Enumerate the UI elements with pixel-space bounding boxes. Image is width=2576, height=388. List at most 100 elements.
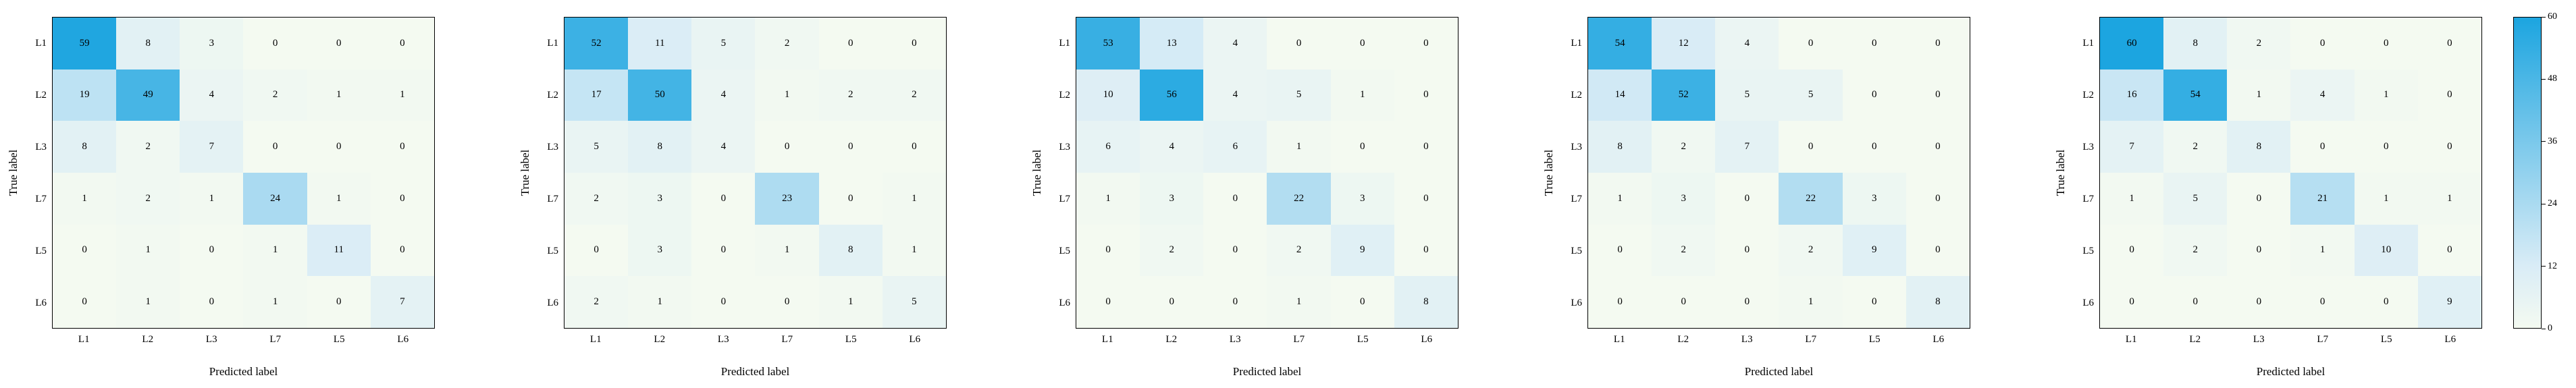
heatmap-cell: 0 [2227,276,2291,328]
heatmap-cell: 0 [755,276,819,328]
heatmap-cell: 8 [628,121,692,173]
heatmap-cell: 4 [2290,69,2355,121]
heatmap-cell: 3 [1140,172,1204,225]
x-tick-label: L7 [2317,334,2329,345]
x-tick-label: L2 [1165,334,1178,345]
heatmap-cell: 60 [2100,18,2164,70]
heatmap-cell: 0 [755,121,819,173]
heatmap-cell: 24 [243,172,307,225]
heatmap-cell: 1 [2417,172,2481,225]
colorbar-tick-label: 12 [2548,260,2557,271]
colorbar-tick-label: 60 [2548,11,2557,22]
x-tick-label: L2 [142,334,154,345]
heatmap-cell: 0 [1267,18,1331,70]
y-tick-label: L3 [2082,141,2094,153]
heatmap-cell: 4 [691,69,756,121]
heatmap-cell: 0 [2100,276,2164,328]
x-tick-label: L2 [1677,334,1689,345]
heatmap-cell: 6 [1203,121,1267,173]
heatmap-cell: 2 [116,172,180,225]
heatmap-cell: 3 [628,224,692,277]
heatmap-cell: 0 [1203,276,1267,328]
y-tick-label: L1 [1059,37,1070,49]
heatmap-cell: 0 [1652,276,1716,328]
heatmap-cell: 0 [1779,121,1843,173]
heatmap-cell: 3 [180,18,244,70]
heatmap-cell: 0 [2100,224,2164,277]
heatmap-cell: 0 [1715,172,1779,225]
heatmap-cell: 0 [882,121,946,173]
colorbar-tick [2542,78,2546,80]
heatmap-cell: 0 [1905,69,1970,121]
y-tick-label: L1 [1571,37,1582,49]
y-tick-label: L7 [2082,193,2094,204]
heatmap-cell: 0 [1905,224,1970,277]
heatmap-cell: 4 [1140,121,1204,173]
heatmap-cell: 5 [564,121,629,173]
colorbar-tick-label: 0 [2548,323,2552,333]
heatmap-cell: 4 [180,69,244,121]
heatmap-cell: 0 [1203,224,1267,277]
heatmap-cell: 1 [1267,276,1331,328]
heatmap-cell: 0 [1394,172,1458,225]
heatmap-cell: 19 [53,69,117,121]
y-tick-label: L1 [2082,37,2094,49]
heatmap-cell: 8 [116,18,180,70]
heatmap-cell: 0 [2417,69,2481,121]
y-tick-label: L3 [1571,141,1582,153]
heatmap-cell: 5 [1715,69,1779,121]
heatmap-cell: 8 [818,224,883,277]
heatmap-cell: 9 [1330,224,1394,277]
heatmap-cell: 0 [243,18,307,70]
heatmap-cell: 23 [755,172,819,225]
heatmap-cell: 8 [2227,121,2291,173]
heatmap-cell: 1 [882,224,946,277]
heatmap-cell: 7 [1715,121,1779,173]
x-tick-label: L6 [909,334,921,345]
y-tick-label: L7 [35,193,47,204]
heatmap-cell: 0 [307,276,371,328]
x-tick-label: L3 [2253,334,2265,345]
x-tick-label: L5 [1868,334,1881,345]
y-tick-label: L2 [2082,89,2094,101]
heatmap-cell: 0 [1203,172,1267,225]
heatmap-cell: 0 [180,224,244,277]
heatmap-cell: 0 [1140,276,1204,328]
heatmap-cell: 0 [1394,121,1458,173]
heatmap-cell: 0 [2354,18,2418,70]
y-tick-label: L2 [35,89,47,101]
heatmap-cell: 3 [1842,172,1906,225]
heatmap-cell: 22 [1779,172,1843,225]
x-tick-label: L6 [397,334,409,345]
heatmap-cell: 0 [53,224,117,277]
heatmap-cell: 1 [116,224,180,277]
heatmap-cell: 17 [564,69,629,121]
heatmap-cell: 1 [1588,172,1652,225]
heatmap-cell: 0 [2417,18,2481,70]
heatmap-cell: 1 [53,172,117,225]
y-tick-label: L5 [35,245,47,256]
heatmap-cell: 0 [1330,18,1394,70]
heatmap-cell: 0 [1905,18,1970,70]
heatmap-cell: 0 [2290,18,2355,70]
colorbar-tick [2542,266,2546,267]
heatmap-cell: 0 [370,18,434,70]
heatmap-cell: 0 [1076,276,1140,328]
heatmap-cell: 0 [2290,276,2355,328]
heatmap-cell: 0 [1715,224,1779,277]
heatmap-cell: 1 [1779,276,1843,328]
heatmap-cell: 2 [2227,18,2291,70]
y-tick-label: L2 [1571,89,1582,101]
heatmap-cell: 0 [2417,121,2481,173]
heatmap-cell: 0 [307,121,371,173]
heatmap-cell: 0 [1842,18,1906,70]
heatmap-grid: 52 11 5 2 0 0 17 50 4 1 2 2 5 8 4 0 0 0 2 3 0 23 0 1 0 3 0 1 8 1 2 1 0 0 1… [564,17,947,329]
heatmap-cell: 0 [564,224,629,277]
heatmap-cell: 0 [2417,224,2481,277]
x-axis-label: Predicted label [1232,365,1302,378]
heatmap-cell: 6 [1076,121,1140,173]
x-tick-label: L7 [781,334,793,345]
heatmap-cell: 54 [1588,18,1652,70]
heatmap-cell: 1 [628,276,692,328]
